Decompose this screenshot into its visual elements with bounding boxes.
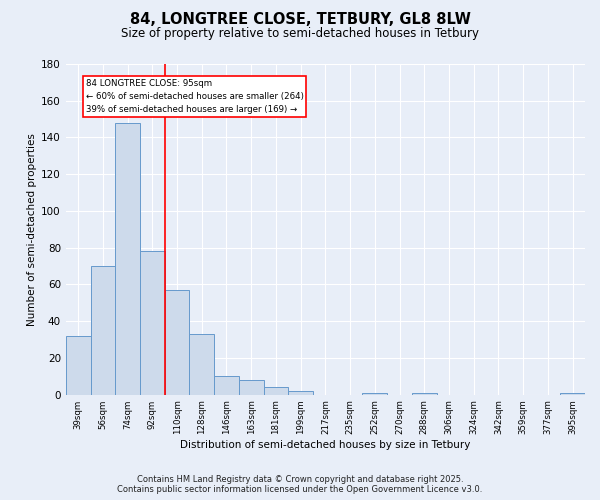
Bar <box>91 266 115 394</box>
Bar <box>214 376 239 394</box>
Bar <box>115 123 140 394</box>
Bar <box>560 393 585 394</box>
X-axis label: Distribution of semi-detached houses by size in Tetbury: Distribution of semi-detached houses by … <box>180 440 470 450</box>
Y-axis label: Number of semi-detached properties: Number of semi-detached properties <box>27 133 37 326</box>
Bar <box>412 393 437 394</box>
Bar <box>263 388 289 394</box>
Bar <box>140 252 164 394</box>
Text: 84 LONGTREE CLOSE: 95sqm
← 60% of semi-detached houses are smaller (264)
39% of : 84 LONGTREE CLOSE: 95sqm ← 60% of semi-d… <box>86 78 304 114</box>
Bar <box>190 334 214 394</box>
Bar <box>289 391 313 394</box>
Text: 84, LONGTREE CLOSE, TETBURY, GL8 8LW: 84, LONGTREE CLOSE, TETBURY, GL8 8LW <box>130 12 470 28</box>
Text: Contains HM Land Registry data © Crown copyright and database right 2025.
Contai: Contains HM Land Registry data © Crown c… <box>118 474 482 494</box>
Bar <box>239 380 263 394</box>
Bar <box>66 336 91 394</box>
Bar <box>164 290 190 395</box>
Text: Size of property relative to semi-detached houses in Tetbury: Size of property relative to semi-detach… <box>121 28 479 40</box>
Bar <box>362 393 387 394</box>
